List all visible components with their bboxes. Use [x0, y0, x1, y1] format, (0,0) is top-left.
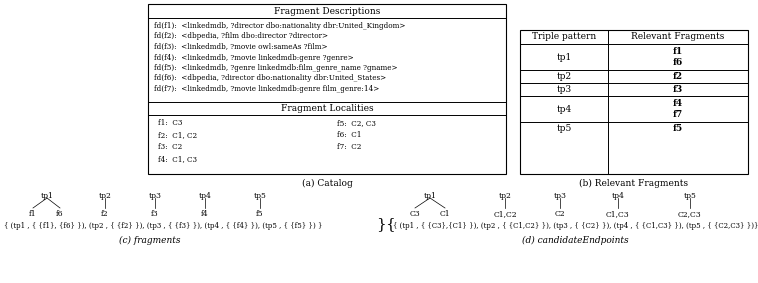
Text: tp2: tp2: [499, 192, 512, 200]
Text: tp4: tp4: [612, 192, 625, 200]
Text: f4:  C1, C3: f4: C1, C3: [158, 155, 197, 163]
Text: f1:  C3: f1: C3: [158, 119, 183, 127]
Text: f7: f7: [673, 110, 683, 119]
Text: fd(f5):  <linkedmdb, ?genre linkedmdb:film_genre_name ?gname>: fd(f5): <linkedmdb, ?genre linkedmdb:fil…: [154, 64, 398, 72]
Text: Relevant Fragments: Relevant Fragments: [631, 32, 725, 41]
Text: Triple pattern: Triple pattern: [532, 32, 596, 41]
Text: fd(f4):  <linkedmdb, ?movie linkedmdb:genre ?genre>: fd(f4): <linkedmdb, ?movie linkedmdb:gen…: [154, 53, 354, 61]
Text: C2: C2: [555, 210, 565, 218]
Text: f5:  C2, C3: f5: C2, C3: [337, 119, 376, 127]
Text: { (tp1 , { {C3},{C1} }), (tp2 , { {C1,C2} }), (tp3 , { {C2} }), (tp4 , { {C1,C3}: { (tp1 , { {C3},{C1} }), (tp2 , { {C1,C2…: [393, 222, 758, 230]
Text: fd(f2):  <dbpedia, ?film dbo:director ?director>: fd(f2): <dbpedia, ?film dbo:director ?di…: [154, 33, 328, 40]
Text: tp3: tp3: [553, 192, 566, 200]
Text: tp5: tp5: [684, 192, 697, 200]
Text: fd(f6):  <dbpedia, ?director dbo:nationality dbr:United_States>: fd(f6): <dbpedia, ?director dbo:national…: [154, 74, 387, 83]
Text: }: }: [376, 217, 386, 231]
Text: f2:  C1, C2: f2: C1, C2: [158, 131, 197, 139]
Text: f1: f1: [30, 210, 37, 218]
Text: {: {: [385, 217, 395, 231]
Text: C1,C3: C1,C3: [606, 210, 630, 218]
Text: fd(f7):  <linkedmdb, ?movie linkedmdb:genre film_genre:14>: fd(f7): <linkedmdb, ?movie linkedmdb:gen…: [154, 85, 379, 93]
Text: (b) Relevant Fragments: (b) Relevant Fragments: [579, 179, 688, 188]
Text: f7:  C2: f7: C2: [337, 143, 362, 151]
Text: tp2: tp2: [556, 72, 572, 81]
Text: f3: f3: [673, 85, 683, 94]
Text: tp3: tp3: [556, 85, 572, 94]
Text: (d) candidateEndpoints: (d) candidateEndpoints: [522, 236, 628, 245]
Bar: [520, 30, 748, 174]
Text: tp5: tp5: [254, 192, 267, 200]
Text: f6:  C1: f6: C1: [337, 131, 362, 139]
Text: tp1: tp1: [41, 192, 53, 200]
Text: f5: f5: [673, 124, 683, 133]
Text: tp1: tp1: [556, 53, 572, 61]
Text: f4: f4: [201, 210, 208, 218]
Text: fd(f1):  <linkedmdb, ?director dbo:nationality dbr:United_Kingdom>: fd(f1): <linkedmdb, ?director dbo:nation…: [154, 22, 406, 30]
Text: C1: C1: [440, 210, 450, 218]
Text: tp4: tp4: [556, 104, 572, 113]
Text: tp2: tp2: [99, 192, 111, 200]
Text: f2: f2: [673, 72, 683, 81]
Text: tp4: tp4: [199, 192, 211, 200]
Text: f1: f1: [673, 47, 683, 56]
Text: f3:  C2: f3: C2: [158, 143, 182, 151]
Text: f6: f6: [673, 58, 683, 67]
Text: f3: f3: [151, 210, 159, 218]
Bar: [148, 4, 506, 174]
Text: tp1: tp1: [424, 192, 437, 200]
Text: f4: f4: [673, 99, 683, 108]
Text: (c) fragments: (c) fragments: [119, 236, 180, 245]
Text: Fragment Localities: Fragment Localities: [280, 104, 373, 113]
Text: f6: f6: [56, 210, 64, 218]
Text: (a) Catalog: (a) Catalog: [302, 179, 352, 188]
Text: tp5: tp5: [556, 124, 572, 133]
Text: Fragment Descriptions: Fragment Descriptions: [274, 7, 381, 16]
Text: f5: f5: [256, 210, 264, 218]
Text: C1,C2: C1,C2: [493, 210, 517, 218]
Text: C2,C3: C2,C3: [678, 210, 702, 218]
Text: C3: C3: [409, 210, 421, 218]
Text: { (tp1 , { {f1}, {f6} }), (tp2 , { {f2} }), (tp3 , { {f3} }), (tp4 , { {f4} }), : { (tp1 , { {f1}, {f6} }), (tp2 , { {f2} …: [4, 222, 322, 230]
Text: fd(f3):  <linkedmdb, ?movie owl:sameAs ?film>: fd(f3): <linkedmdb, ?movie owl:sameAs ?f…: [154, 43, 327, 51]
Text: tp3: tp3: [149, 192, 161, 200]
Text: f2: f2: [101, 210, 109, 218]
